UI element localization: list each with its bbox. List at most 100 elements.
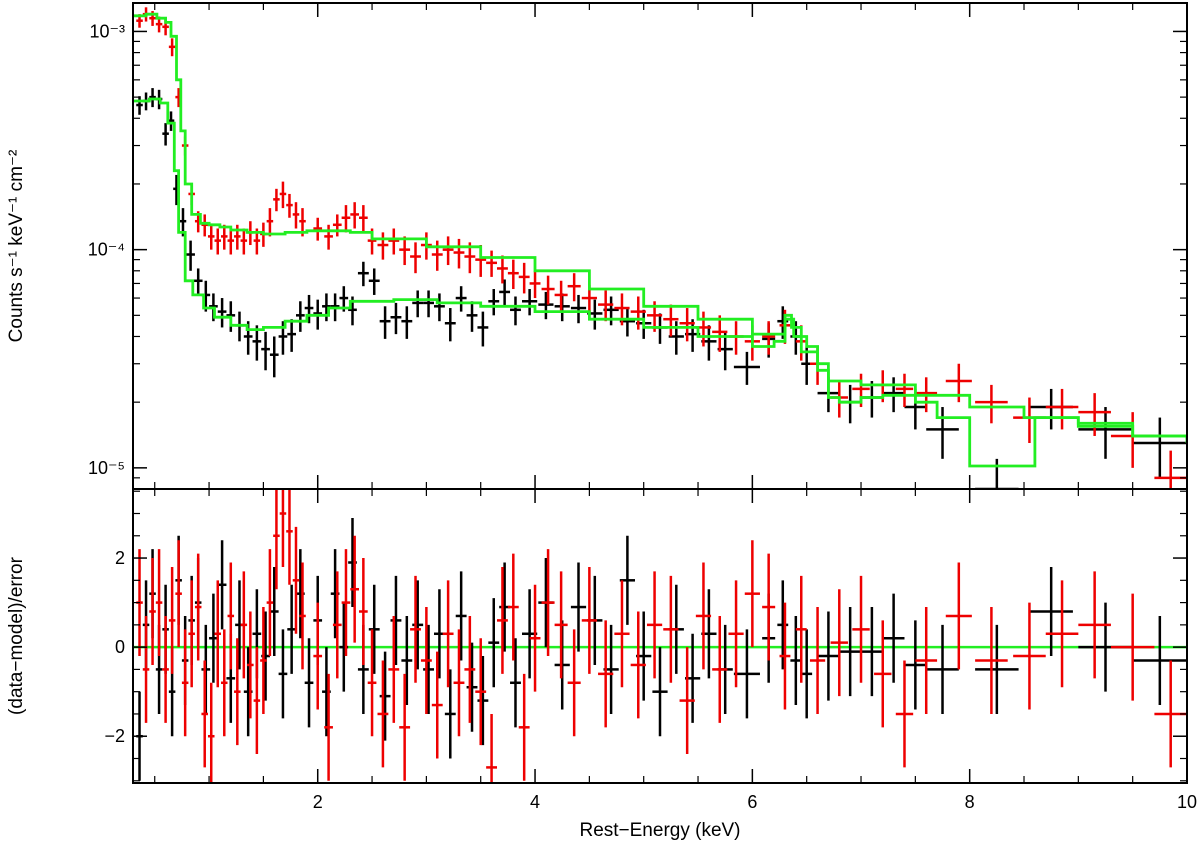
data-point — [663, 575, 679, 683]
x-tick-label: 6 — [747, 792, 757, 812]
data-point — [292, 202, 300, 229]
red-data-series — [136, 7, 1187, 489]
data-point — [379, 651, 391, 741]
data-point — [359, 205, 368, 233]
data-point — [287, 584, 296, 674]
data-point — [581, 566, 597, 674]
data-point — [663, 304, 679, 337]
data-point — [852, 575, 870, 683]
data-point — [401, 306, 413, 339]
data-point — [975, 607, 1008, 714]
data-point — [488, 598, 500, 688]
data-point — [278, 629, 288, 719]
y-tick-label: −2 — [104, 726, 125, 746]
x-tick-label: 4 — [530, 792, 540, 812]
data-point — [324, 673, 333, 781]
data-point — [186, 240, 195, 271]
data-point — [554, 280, 568, 312]
data-point — [273, 188, 280, 212]
data-point — [217, 298, 227, 328]
data-point — [279, 489, 287, 567]
data-point — [466, 642, 478, 732]
spectrum-plot-area — [133, 7, 1187, 489]
data-point — [507, 553, 519, 661]
data-point — [332, 571, 342, 679]
data-point — [423, 290, 434, 318]
black-data-series — [136, 88, 1187, 489]
data-point — [442, 236, 454, 266]
data-point — [453, 629, 465, 737]
data-point — [341, 549, 351, 657]
x-tick-label: 2 — [313, 792, 323, 812]
data-point — [175, 540, 182, 648]
data-point — [975, 624, 1019, 714]
data-point — [412, 580, 424, 670]
data-point — [1013, 397, 1046, 443]
data-point — [895, 660, 914, 768]
y-axis-label-spectrum: Counts s⁻¹ keV⁻¹ cm⁻² — [6, 150, 27, 343]
data-point — [442, 580, 454, 688]
data-point — [266, 208, 274, 237]
data-point — [455, 571, 467, 661]
data-point — [712, 615, 728, 723]
data-point — [253, 647, 261, 755]
data-point — [399, 673, 411, 781]
data-point — [388, 228, 400, 255]
residuals-frame — [132, 488, 1188, 784]
data-point — [518, 262, 530, 294]
y-tick-label: 10⁻⁵ — [88, 458, 125, 478]
data-point — [874, 620, 892, 728]
data-point — [830, 589, 848, 697]
data-point — [507, 259, 519, 290]
y-axis-label-residuals: (data−model)/error — [6, 556, 27, 715]
data-point — [1029, 566, 1073, 657]
data-point — [313, 602, 323, 710]
data-point — [630, 611, 646, 719]
data-point — [598, 290, 614, 322]
data-point — [1078, 393, 1111, 436]
data-point — [679, 647, 695, 755]
data-point — [304, 638, 314, 728]
data-point — [304, 294, 314, 324]
data-point — [368, 268, 380, 295]
y-tick-label: 0 — [115, 637, 125, 657]
data-point — [567, 629, 581, 737]
data-point — [1110, 412, 1155, 468]
data-point — [286, 489, 293, 585]
data-point — [728, 580, 744, 688]
data-point — [777, 580, 789, 670]
data-point — [1045, 580, 1079, 688]
data-point — [399, 236, 411, 266]
data-point — [904, 620, 927, 710]
data-point — [390, 302, 402, 335]
data-point — [733, 629, 760, 719]
y-tick-label: 10⁻³ — [89, 21, 125, 41]
data-point — [975, 384, 1008, 424]
data-point — [801, 629, 813, 719]
data-point — [207, 224, 215, 250]
data-point — [168, 566, 176, 674]
residuals-plot-area — [133, 489, 1187, 783]
data-point — [227, 228, 235, 255]
x-axis-label: Rest−Energy (keV) — [579, 820, 740, 841]
x-tick-label: 8 — [965, 792, 975, 812]
data-point — [377, 660, 389, 768]
data-point — [477, 656, 489, 746]
data-point — [201, 660, 208, 768]
data-point — [895, 373, 914, 408]
data-point — [240, 571, 248, 679]
data-point — [861, 607, 883, 697]
data-point — [162, 123, 169, 146]
data-point — [762, 321, 776, 355]
data-point — [926, 624, 959, 714]
data-point — [266, 549, 274, 657]
data-point — [136, 96, 143, 115]
data-point — [359, 558, 368, 665]
data-point — [453, 238, 465, 269]
data-point — [1013, 602, 1046, 710]
residual-panel: 2 0 −2 — [104, 488, 1188, 784]
data-point — [444, 669, 456, 759]
data-point — [431, 651, 443, 759]
data-point — [554, 571, 568, 679]
